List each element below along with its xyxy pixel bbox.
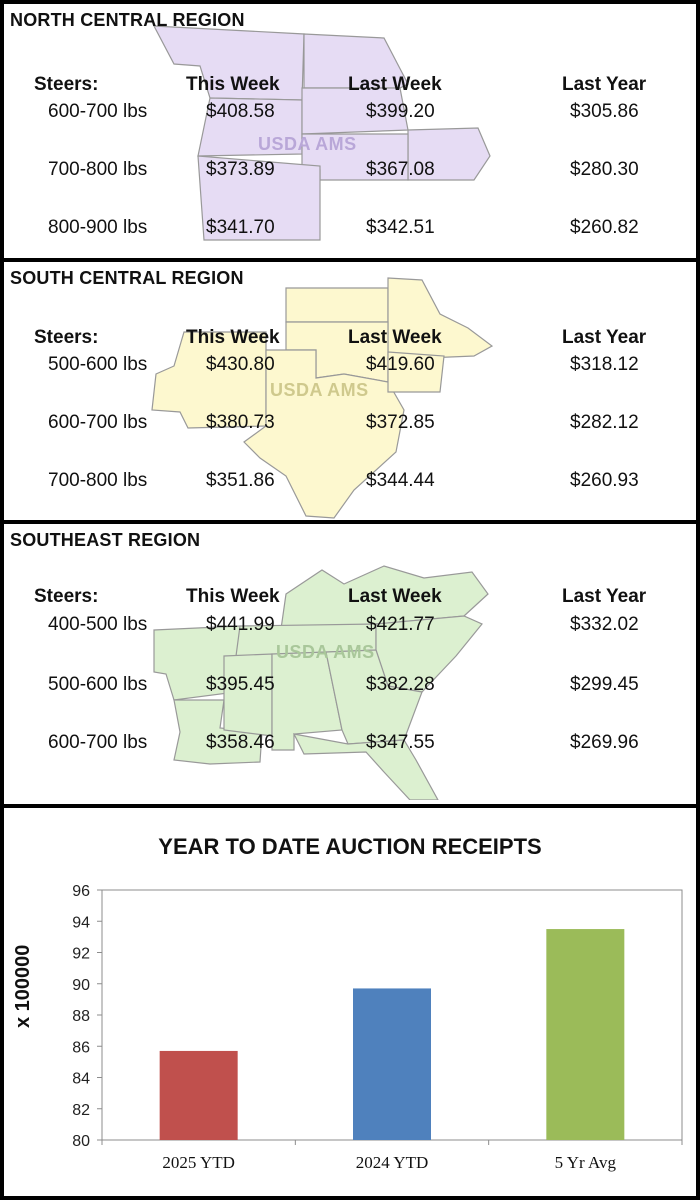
last-year-price: $260.82: [570, 217, 639, 238]
x-category-label: 5 Yr Avg: [555, 1153, 617, 1172]
this-week-price: $351.86: [206, 470, 275, 491]
southeast-map: [153, 565, 489, 800]
header-steers: Steers:: [34, 327, 99, 348]
last-week-price: $372.85: [366, 412, 435, 433]
this-week-price: $441.99: [206, 614, 275, 635]
weight-class: 600-700 lbs: [48, 732, 148, 753]
weight-class: 800-900 lbs: [48, 217, 148, 238]
header-this-week: This Week: [186, 586, 280, 607]
map-state-texas: [243, 349, 405, 519]
weight-class: 600-700 lbs: [48, 412, 148, 433]
y-tick-label: 82: [72, 1102, 90, 1119]
last-year-price: $269.96: [570, 732, 639, 753]
region-title: NORTH CENTRAL REGION: [10, 10, 245, 30]
last-week-price: $342.51: [366, 217, 435, 238]
y-tick-label: 92: [72, 946, 90, 963]
this-week-price: $395.45: [206, 674, 275, 695]
this-week-price: $358.46: [206, 732, 275, 753]
header-steers: Steers:: [34, 586, 99, 607]
last-week-price: $344.44: [366, 470, 435, 491]
header-this-week: This Week: [186, 327, 280, 348]
header-last-week: Last Week: [348, 327, 442, 348]
header-last-year: Last Year: [562, 327, 647, 348]
north-central-map: [152, 25, 491, 241]
region-title: SOUTH CENTRAL REGION: [10, 268, 244, 288]
auction-receipts-bar-chart: 80 82 84 86 88 90 92 94 96 2025 YTD 2024 YTD 5 Yr A…: [72, 883, 683, 1172]
last-year-price: $332.02: [570, 614, 639, 635]
last-week-price: $367.08: [366, 159, 435, 180]
map-state-florida: [292, 733, 439, 800]
x-category-label: 2024 YTD: [356, 1153, 429, 1172]
y-tick-label: 80: [72, 1133, 90, 1150]
weight-class: 500-600 lbs: [48, 674, 148, 695]
usda-ams-watermark: USDA AMS: [270, 380, 369, 400]
region-divider: [4, 520, 696, 524]
region-divider: [4, 258, 696, 262]
map-state-nebraska-south: [285, 287, 389, 323]
south-central-region: SOUTH CENTRAL REGION USDA AMS Steers: Th…: [4, 262, 696, 520]
this-week-price: $408.58: [206, 101, 275, 122]
south-central-map: [151, 277, 494, 519]
last-week-price: $399.20: [366, 101, 435, 122]
this-week-price: $341.70: [206, 217, 275, 238]
last-week-price: $421.77: [366, 614, 435, 635]
last-year-price: $280.30: [570, 159, 639, 180]
last-week-price: $382.28: [366, 674, 435, 695]
y-tick-label: 88: [72, 1008, 90, 1025]
usda-ams-watermark: USDA AMS: [258, 134, 357, 154]
y-tick-label: 94: [72, 914, 90, 931]
weight-class: 700-800 lbs: [48, 470, 148, 491]
header-last-week: Last Week: [348, 74, 442, 95]
y-tick-label: 86: [72, 1039, 90, 1056]
last-year-price: $305.86: [570, 101, 639, 122]
y-tick-label: 90: [72, 977, 90, 994]
bar: [546, 929, 625, 1140]
header-last-year: Last Year: [562, 74, 647, 95]
region-title: SOUTHEAST REGION: [10, 530, 201, 550]
chart-title: YEAR TO DATE AUCTION RECEIPTS: [158, 834, 542, 859]
y-tick-label: 84: [72, 1071, 90, 1088]
header-last-year: Last Year: [562, 586, 647, 607]
auction-receipts-chart-panel: YEAR TO DATE AUCTION RECEIPTS x 100000 8…: [4, 804, 696, 1196]
last-year-price: $318.12: [570, 354, 639, 375]
this-week-price: $430.80: [206, 354, 275, 375]
map-state-louisiana: [173, 699, 263, 765]
header-steers: Steers:: [34, 74, 99, 95]
weight-class: 700-800 lbs: [48, 159, 148, 180]
last-year-price: $260.93: [570, 470, 639, 491]
map-state-georgia: [325, 649, 423, 745]
map-state-arkansas: [387, 351, 445, 393]
header-last-week: Last Week: [348, 586, 442, 607]
bar: [159, 1050, 238, 1140]
usda-ams-watermark: USDA AMS: [276, 642, 375, 662]
last-year-price: $282.12: [570, 412, 639, 433]
x-category-label: 2025 YTD: [162, 1153, 235, 1172]
last-week-price: $419.60: [366, 354, 435, 375]
y-tick-label: 96: [72, 883, 90, 900]
southeast-region: SOUTHEAST REGION USDA AMS Steers: This W…: [4, 524, 696, 800]
this-week-price: $380.73: [206, 412, 275, 433]
map-state-minnesota: [303, 33, 409, 89]
last-year-price: $299.45: [570, 674, 639, 695]
weight-class: 400-500 lbs: [48, 614, 148, 635]
north-central-region: NORTH CENTRAL REGION USDA AMS Steers: Th…: [4, 4, 696, 258]
header-this-week: This Week: [186, 74, 280, 95]
weight-class: 500-600 lbs: [48, 354, 148, 375]
map-state-wyoming: [197, 155, 321, 241]
this-week-price: $373.89: [206, 159, 275, 180]
weight-class: 600-700 lbs: [48, 101, 148, 122]
last-week-price: $347.55: [366, 732, 435, 753]
bar: [353, 988, 431, 1140]
